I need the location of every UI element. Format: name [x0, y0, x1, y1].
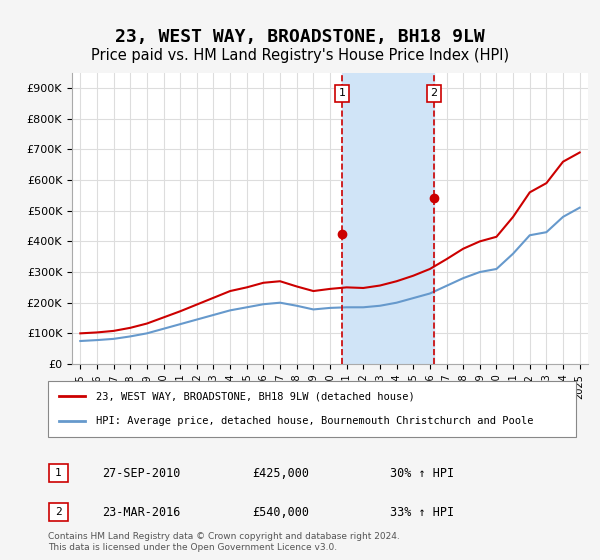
Text: 27-SEP-2010: 27-SEP-2010 [102, 466, 181, 480]
Text: 1: 1 [339, 88, 346, 98]
Text: Price paid vs. HM Land Registry's House Price Index (HPI): Price paid vs. HM Land Registry's House … [91, 48, 509, 63]
Text: £425,000: £425,000 [252, 466, 309, 480]
Text: 30% ↑ HPI: 30% ↑ HPI [390, 466, 454, 480]
Text: 2: 2 [55, 507, 62, 517]
Text: 2: 2 [430, 88, 437, 98]
Text: 23, WEST WAY, BROADSTONE, BH18 9LW: 23, WEST WAY, BROADSTONE, BH18 9LW [115, 28, 485, 46]
FancyBboxPatch shape [49, 503, 68, 521]
Text: 23-MAR-2016: 23-MAR-2016 [102, 506, 181, 519]
FancyBboxPatch shape [49, 464, 68, 482]
Text: 23, WEST WAY, BROADSTONE, BH18 9LW (detached house): 23, WEST WAY, BROADSTONE, BH18 9LW (deta… [95, 391, 414, 402]
Text: HPI: Average price, detached house, Bournemouth Christchurch and Poole: HPI: Average price, detached house, Bour… [95, 416, 533, 426]
Bar [343, 73, 434, 364]
Text: 1: 1 [55, 468, 62, 478]
Text: 33% ↑ HPI: 33% ↑ HPI [390, 506, 454, 519]
FancyBboxPatch shape [48, 381, 576, 437]
Text: Contains HM Land Registry data © Crown copyright and database right 2024.
This d: Contains HM Land Registry data © Crown c… [48, 532, 400, 552]
Text: £540,000: £540,000 [252, 506, 309, 519]
